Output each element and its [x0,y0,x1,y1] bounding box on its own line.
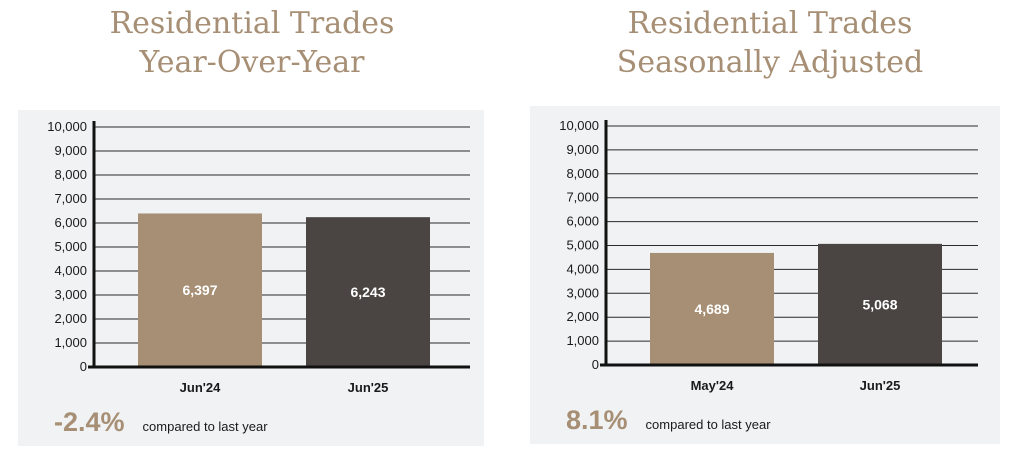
chart-panel-year-over-year: Residential Trades Year-Over-Year 0 1,000… [12,0,492,474]
y-tick-label: 6,000 [54,215,87,230]
chart-title-line-2: Year-Over-Year [139,45,365,80]
y-tick-label: 5,000 [54,239,87,254]
y-tick-label: 7,000 [54,191,87,206]
y-tick-label: 10,000 [47,119,87,134]
y-tick-label: 4,000 [54,263,87,278]
bar-chart-seasonally-adjusted: 0 1,000 2,000 3,000 4,000 5,000 6,000 7,000 8,00… [559,118,978,393]
y-tick-label: 7,000 [566,190,599,205]
x-tick-label: May'24 [691,378,735,393]
chart-panel-seasonally-adjusted: Residential Trades Seasonally Adjusted 0… [530,0,1010,474]
y-tick-label: 2,000 [54,311,87,326]
y-tick-label: 0 [592,357,599,372]
change-caption: compared to last year [142,419,268,434]
y-tick-label: 1,000 [566,333,599,348]
chart-title-line-1: Residential Trades [627,6,913,41]
chart-title: Residential Trades Seasonally Adjusted [530,4,1010,82]
change-percent: -2.4% [54,407,125,437]
y-tick-label: 4,000 [566,261,599,276]
bar-2 [818,243,942,365]
y-tick-label: 0 [80,359,87,374]
y-tick-label: 3,000 [566,285,599,300]
y-tick-label: 10,000 [559,118,599,133]
change-stat: -2.4% compared to last year [54,407,268,438]
chart-card: 0 1,000 2,000 3,000 4,000 5,000 6,000 7,000 8,00… [18,110,484,446]
chart-title-line-2: Seasonally Adjusted [616,45,924,80]
y-tick-label: 1,000 [54,335,87,350]
chart-title-line-1: Residential Trades [109,6,395,41]
chart-title: Residential Trades Year-Over-Year [12,4,492,82]
y-tick-label: 5,000 [566,238,599,253]
y-tick-label: 6,000 [566,214,599,229]
bar-1 [650,252,774,365]
x-tick-label: Jun'25 [860,378,901,393]
change-percent: 8.1% [566,405,628,435]
y-tick-label: 8,000 [566,166,599,181]
bar-1 [138,213,262,367]
y-tick-label: 3,000 [54,287,87,302]
data-label: 4,689 [694,301,729,317]
x-tick-label: Jun'25 [348,380,389,395]
data-label: 6,243 [350,284,385,300]
y-tick-label: 9,000 [54,143,87,158]
change-caption: compared to last year [645,417,771,432]
y-tick-label: 9,000 [566,142,599,157]
x-tick-label: Jun'24 [180,380,221,395]
y-tick-label: 8,000 [54,167,87,182]
change-stat: 8.1% compared to last year [566,405,771,436]
data-label: 6,397 [182,282,217,298]
data-label: 5,068 [862,296,897,312]
bar-2 [306,217,430,367]
chart-card: 0 1,000 2,000 3,000 4,000 5,000 6,000 7,000 8,00… [530,106,1000,444]
y-tick-label: 2,000 [566,309,599,324]
bar-chart-year-over-year: 0 1,000 2,000 3,000 4,000 5,000 6,000 7,000 8,00… [47,119,470,395]
